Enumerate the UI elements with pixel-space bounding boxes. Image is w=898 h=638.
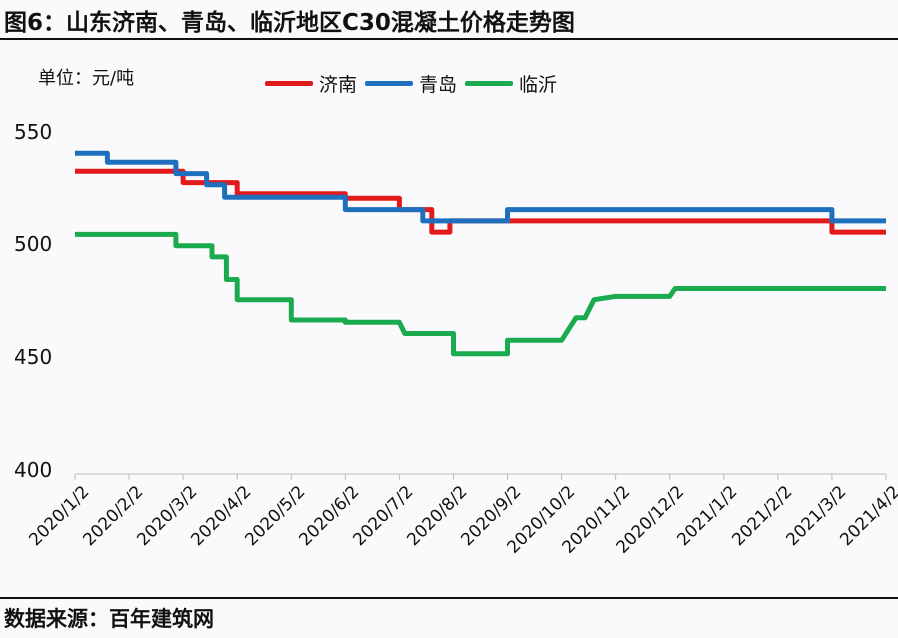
chart-title: 图6：山东济南、青岛、临沂地区C30混凝土价格走势图: [4, 10, 575, 36]
data-source: 数据来源：百年建筑网: [4, 607, 214, 631]
title-divider: [0, 38, 898, 40]
series-line-qingdao: [75, 150, 886, 224]
y-tick-400: 400: [14, 458, 53, 482]
legend-item-jinan: 济南: [265, 70, 357, 97]
legend-item-linyi: 临沂: [465, 70, 557, 97]
legend-label-linyi: 临沂: [519, 74, 558, 96]
series-line-linyi: [75, 231, 886, 357]
legend: 济南 青岛 临沂: [265, 70, 565, 97]
legend-swatch-linyi: [465, 81, 514, 86]
legend-swatch-qingdao: [365, 81, 414, 86]
y-tick-550: 550: [14, 120, 53, 144]
x-axis: [74, 473, 887, 480]
legend-item-qingdao: 青岛: [365, 70, 457, 97]
y-tick-500: 500: [14, 232, 53, 256]
footer-divider: [0, 597, 898, 599]
legend-label-qingdao: 青岛: [419, 74, 458, 96]
legend-label-jinan: 济南: [319, 74, 358, 96]
y-tick-450: 450: [14, 345, 53, 369]
series-line-jinan: [75, 168, 886, 235]
legend-swatch-jinan: [265, 81, 313, 86]
unit-label: 单位：元/吨: [38, 68, 135, 89]
